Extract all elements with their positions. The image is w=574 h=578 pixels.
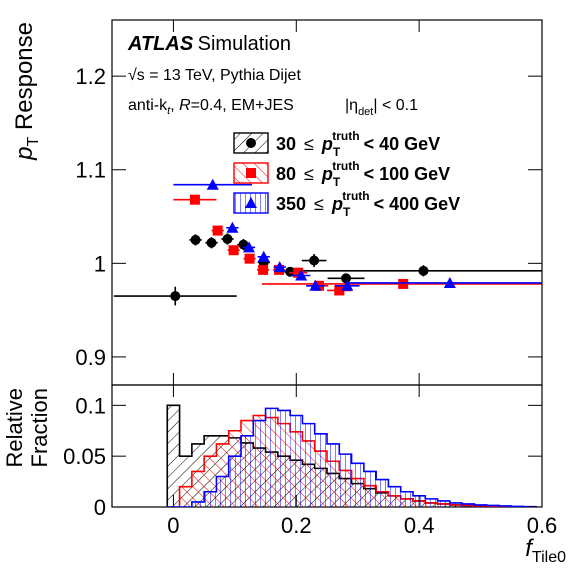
y-tick-label: 1 — [94, 251, 106, 276]
marker — [170, 291, 181, 302]
marker — [285, 266, 296, 277]
hist-bar — [179, 486, 192, 507]
legend-label-part: 80 — [276, 164, 296, 184]
hist-bar — [327, 443, 340, 507]
marker — [228, 245, 239, 256]
marker — [242, 241, 255, 253]
y2-axis-title: Fraction — [27, 388, 52, 467]
marker — [258, 264, 269, 275]
x-tick-label: 0 — [167, 513, 179, 538]
y-tick-label: 0.1 — [75, 393, 106, 418]
marker — [334, 285, 345, 296]
legend-label-part: p — [321, 164, 333, 184]
marker — [293, 267, 304, 278]
hist-bar — [216, 476, 229, 507]
hist-bar — [191, 501, 205, 507]
hist-bar — [204, 491, 217, 507]
marker — [244, 253, 255, 264]
hist-bar — [167, 405, 180, 507]
hist-bar — [462, 503, 475, 507]
marker — [443, 276, 456, 288]
hist-bar — [437, 500, 450, 507]
legend-label-part: < 400 GeV — [374, 194, 461, 214]
marker — [295, 269, 308, 281]
x-axis-title: fTile0 — [525, 535, 566, 566]
y-axis-title: pT Response — [11, 22, 42, 161]
legend-label-part: < 100 GeV — [364, 164, 451, 184]
hist-bar — [388, 486, 401, 507]
hist-outline — [167, 407, 537, 507]
legend-label: 30 ≤ pTtruth < 40 GeV — [276, 129, 440, 159]
marker — [246, 168, 256, 178]
hist-bar — [277, 410, 291, 507]
marker — [246, 138, 256, 148]
marker — [190, 234, 201, 245]
x-tick-label: 0.6 — [527, 513, 558, 538]
marker — [222, 234, 233, 244]
marker — [206, 237, 217, 248]
hist-bar — [265, 408, 278, 507]
legend-label-part: 30 — [276, 134, 296, 154]
hist-bar — [363, 471, 377, 507]
legend-label-part: T — [343, 205, 351, 219]
legend-label-part: ≤ — [304, 134, 314, 154]
marker — [273, 261, 286, 273]
y-tick-label: 0.9 — [75, 345, 106, 370]
marker — [398, 278, 409, 289]
hist-bar — [339, 454, 352, 507]
hist-bar — [241, 435, 254, 507]
hist-bar — [253, 420, 266, 507]
x-tick-label: 0.4 — [404, 513, 435, 538]
legend-label-part: truth — [342, 189, 369, 203]
hist-bar — [302, 423, 315, 507]
top-plot — [113, 178, 542, 306]
y-tick-label: 1.1 — [75, 158, 106, 183]
hist-bar — [474, 504, 487, 507]
legend-label-part: T — [333, 175, 341, 189]
bottom-plot — [166, 404, 537, 507]
marker — [245, 197, 257, 208]
legend-label-part: ≤ — [304, 164, 314, 184]
hist-bar — [314, 433, 327, 507]
axes: 0.9 1 1.1 1.2 0 0.2 0.4 0.6 0 0.05 0.1 — [63, 20, 557, 538]
legend-label-part: ≤ — [314, 194, 324, 214]
legend-label-part: p — [331, 194, 343, 214]
legend-label: 80 ≤ pTtruth < 100 GeV — [276, 159, 450, 189]
hist-bar — [425, 498, 438, 507]
marker — [212, 225, 223, 236]
legend-label: 350 ≤ pTtruth < 400 GeV — [276, 189, 460, 219]
legend-label-part: truth — [332, 129, 359, 143]
y-tick-label: 0 — [94, 495, 106, 520]
marker — [309, 279, 322, 291]
legend-label-part: < 40 GeV — [364, 134, 441, 154]
marker — [418, 265, 429, 276]
marker — [341, 273, 352, 284]
y-tick-label: 1.2 — [75, 64, 106, 89]
legend-label-part: 350 — [276, 194, 306, 214]
hist-bar — [228, 456, 241, 507]
hist-bar — [191, 471, 205, 507]
jet-label: anti-kt, R=0.4, EM+JES — [128, 97, 294, 117]
atlas-label: ATLAS Simulation — [127, 33, 291, 55]
marker — [309, 255, 320, 266]
hist-bar — [449, 502, 463, 507]
hist-bar — [351, 463, 364, 507]
marker — [189, 194, 200, 205]
marker — [206, 178, 219, 190]
legend-label-part: truth — [332, 159, 359, 173]
legend-label-part: T — [333, 145, 341, 159]
marker — [226, 221, 239, 233]
marker — [257, 250, 270, 262]
hist-bar — [400, 491, 413, 507]
hist-bar — [376, 479, 389, 507]
eta-label: |ηdet| < 0.1 — [345, 97, 418, 118]
y2-axis-title: Relative — [2, 388, 27, 467]
x-tick-label: 0.2 — [281, 513, 312, 538]
y-tick-label: 0.05 — [63, 444, 106, 469]
hist-bar — [290, 415, 303, 507]
marker — [341, 279, 354, 291]
legend-label-part: p — [321, 134, 333, 154]
energy-label: √s = 13 TeV, Pythia Dijet — [128, 67, 301, 84]
